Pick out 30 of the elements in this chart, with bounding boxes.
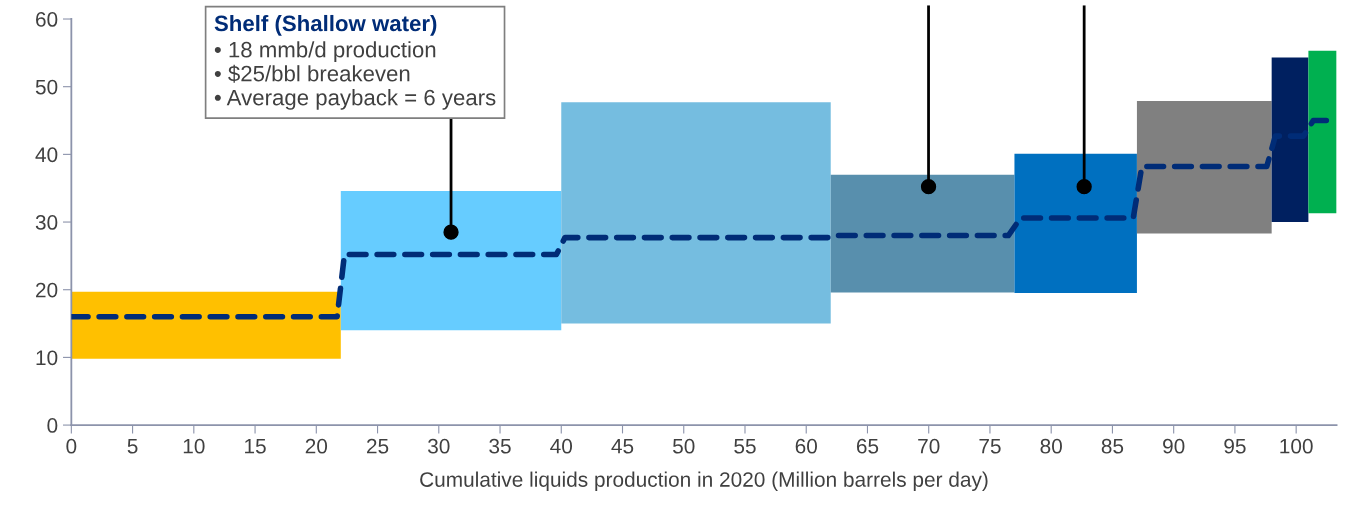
y-tick-label: 60: [36, 12, 58, 27]
x-tick-label: 90: [1163, 438, 1185, 454]
x-tick-label: 75: [979, 439, 1001, 454]
x-tick-label: 65: [856, 438, 879, 454]
y-tick-label: 50: [35, 79, 58, 95]
y-tick-label: 30: [35, 215, 58, 230]
x-tick-label: 100: [1280, 438, 1313, 454]
y-tick-label: 10: [36, 350, 58, 366]
x-tick-label: 70: [918, 438, 940, 454]
x-tick-label: 50: [673, 438, 695, 454]
y-tick-label: 20: [36, 282, 58, 298]
x-tick-label: 40: [550, 438, 573, 454]
x-tick-label: 95: [1224, 438, 1246, 454]
y-tick-label: 0: [47, 418, 58, 433]
x-tick-label: 30: [427, 438, 450, 454]
x-tick-label: 35: [489, 438, 511, 454]
x-tick-label: 0: [66, 438, 77, 454]
x-axis-title: Cumulative liquids production in 2020 (Million barrels per day): [420, 471, 988, 491]
x-tick-label: 85: [1101, 438, 1124, 454]
x-tick-label: 5: [127, 439, 138, 454]
annotation: Shelf (Shallow water) • 18 mmb/d production • $25/bbl breakeven • Average payback = 6 years: [214, 14, 496, 110]
x-tick-label: 60: [795, 438, 817, 454]
x-tick-label: 55: [734, 439, 756, 454]
x-tick-label: 20: [305, 438, 328, 454]
y-tick-label: 40: [35, 147, 58, 163]
x-tick-label: 15: [245, 439, 266, 454]
x-tick-label: 45: [611, 439, 634, 454]
x-tick-label: 25: [367, 438, 389, 454]
x-tick-label: 80: [1040, 438, 1062, 454]
x-tick-label: 10: [183, 438, 205, 454]
